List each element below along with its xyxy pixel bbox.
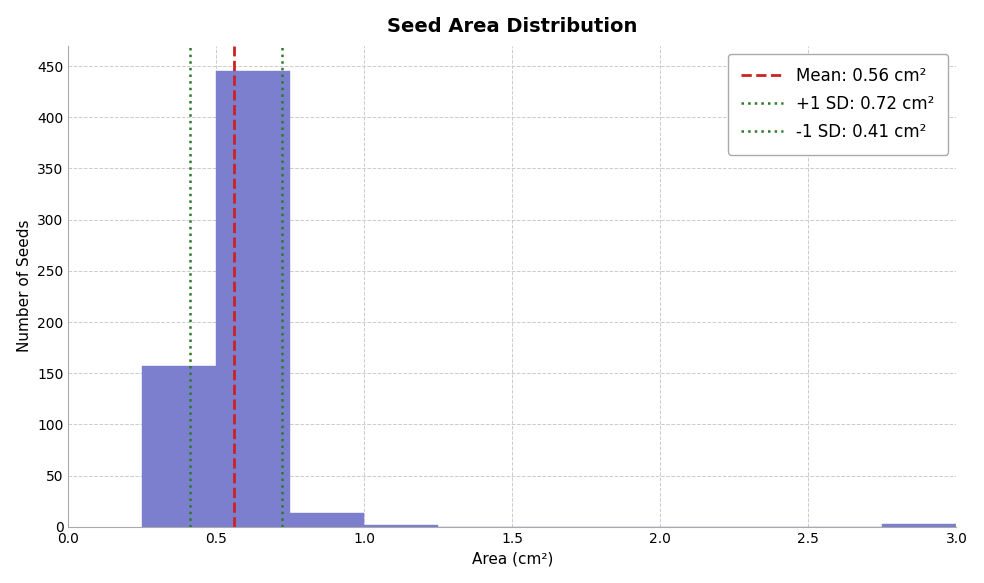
- Y-axis label: Number of Seeds: Number of Seeds: [17, 220, 31, 353]
- Legend: Mean: 0.56 cm², +1 SD: 0.72 cm², -1 SD: 0.41 cm²: Mean: 0.56 cm², +1 SD: 0.72 cm², -1 SD: …: [728, 54, 948, 154]
- Bar: [143, 366, 216, 527]
- Bar: [364, 525, 439, 527]
- Bar: [216, 71, 290, 527]
- Title: Seed Area Distribution: Seed Area Distribution: [388, 17, 638, 36]
- X-axis label: Area (cm²): Area (cm²): [471, 552, 553, 566]
- Bar: [883, 524, 956, 527]
- Bar: [290, 512, 364, 527]
